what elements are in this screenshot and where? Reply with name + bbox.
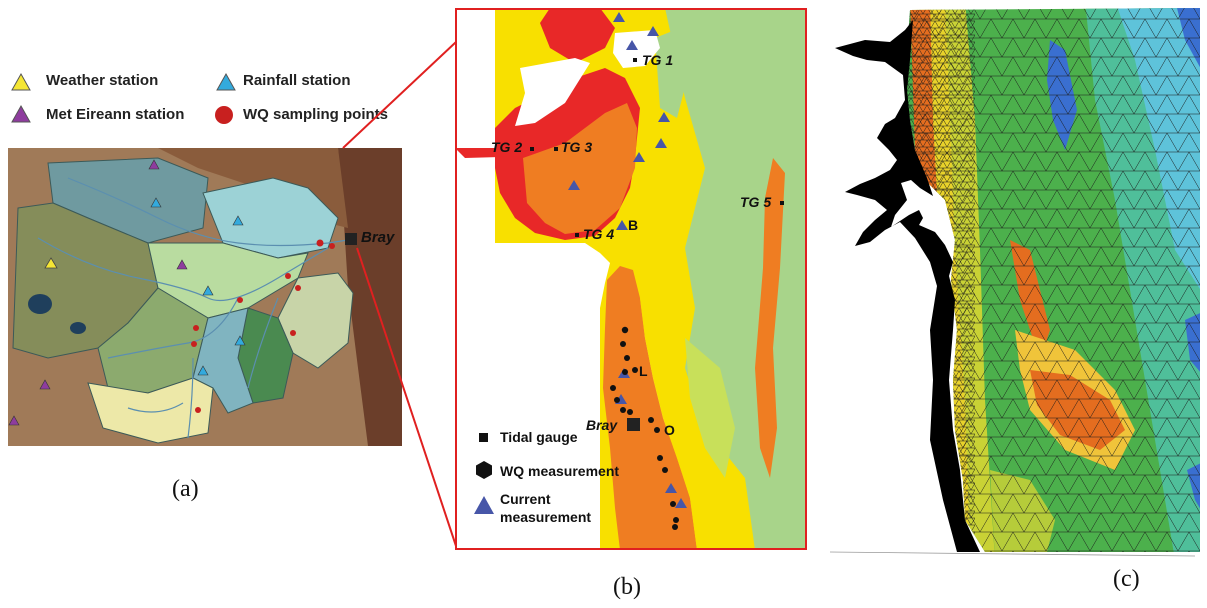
caption-b: (b)	[613, 574, 641, 600]
legend-current-label-2: measurement	[500, 509, 591, 525]
bray-label-b: Bray	[586, 417, 618, 433]
wq-sampling-icon	[215, 106, 233, 124]
tidal-gauge-legend-icon	[479, 433, 488, 442]
point-l-label: L	[639, 363, 648, 379]
catchment-map	[8, 148, 402, 446]
current-measurement-legend-icon	[474, 496, 494, 514]
legend-met-label: Met Eireann station	[46, 106, 185, 123]
point-o-label: O	[664, 422, 675, 438]
caption-a: (a)	[172, 476, 199, 502]
bray-marker-a	[345, 233, 357, 245]
point-b-label: B	[628, 217, 638, 233]
legend-weather-label: Weather station	[46, 72, 159, 89]
tg1-label: TG 1	[642, 52, 673, 68]
rainfall-station-icon	[216, 72, 236, 91]
model-mesh-map	[829, 8, 1200, 557]
bray-label-a: Bray	[361, 229, 395, 246]
legend-wq-label: WQ sampling points	[243, 106, 388, 123]
panel-c: (c)	[815, 0, 1207, 608]
tg5-label: TG 5	[740, 194, 771, 210]
coastal-model-map: TG 1 TG 2 TG 3 TG 4 TG 5 B L O Bray Tida…	[455, 8, 807, 550]
met-station-icon	[11, 104, 31, 123]
legend-rainfall-label: Rainfall station	[243, 72, 351, 89]
wq-measurement-legend-icon	[476, 461, 492, 479]
tg2-label: TG 2	[491, 139, 522, 155]
bray-marker-b	[627, 418, 640, 431]
legend-tidal-label: Tidal gauge	[500, 429, 578, 445]
legend-a: Weather station Rainfall station Met Eir…	[10, 68, 430, 130]
tg4-label: TG 4	[583, 226, 614, 242]
weather-station-icon	[11, 72, 31, 91]
legend-wq-measurement-label: WQ measurement	[500, 463, 619, 479]
legend-current-label-1: Current	[500, 491, 551, 507]
panel-b: TG 1 TG 2 TG 3 TG 4 TG 5 B L O Bray Tida…	[455, 8, 807, 608]
caption-c: (c)	[1113, 566, 1140, 592]
zoom-frame	[455, 8, 807, 550]
panel-a: Weather station Rainfall station Met Eir…	[0, 0, 440, 520]
tg3-label: TG 3	[561, 139, 592, 155]
